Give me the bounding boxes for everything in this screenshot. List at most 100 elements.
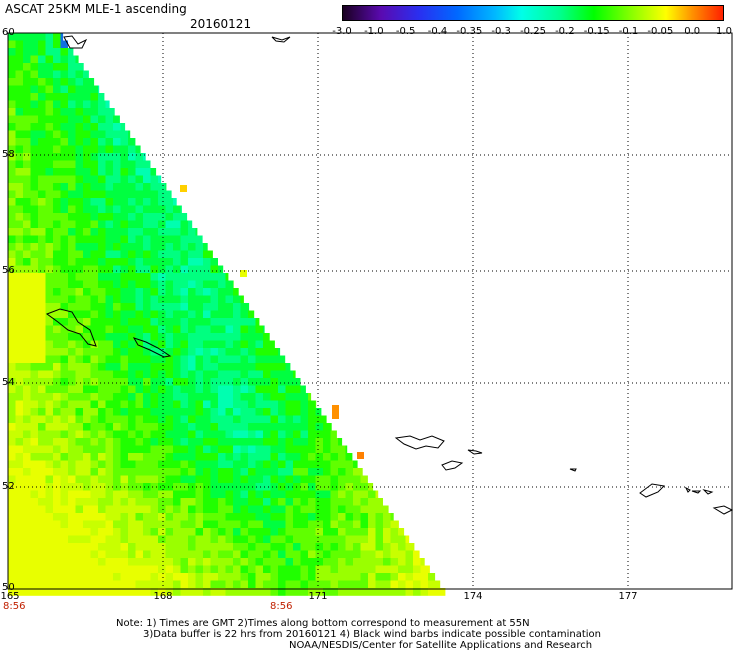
swath-cell [248, 498, 256, 506]
swath-cell [53, 63, 61, 71]
swath-cell [203, 348, 211, 356]
swath-cell [30, 445, 38, 454]
swath-cell [30, 385, 38, 394]
swath-cell [165, 370, 173, 379]
swath-cell [75, 520, 83, 529]
swath-cell [353, 565, 361, 574]
swath-cell [420, 588, 428, 596]
swath-cell [165, 498, 173, 506]
swath-cell [8, 153, 16, 161]
swath-cell [233, 543, 241, 551]
swath-cell [278, 505, 286, 514]
swath-cell [398, 543, 406, 551]
swath-cell [135, 453, 143, 461]
swath-cell [8, 108, 16, 116]
swath-cell [173, 423, 181, 431]
swath-cell [60, 445, 68, 454]
swath-cell [60, 55, 68, 64]
swath-cell [188, 430, 196, 439]
swath-cell [135, 160, 143, 169]
swath-cell [143, 258, 151, 266]
swath-cell [38, 168, 46, 176]
swath-cell [203, 385, 211, 394]
swath-cell [293, 535, 301, 544]
swath-cell [23, 423, 31, 431]
swath-cell [150, 543, 158, 551]
swath-cell [98, 468, 106, 476]
swath-cell [360, 565, 368, 574]
swath-cell [105, 423, 113, 431]
swath-cell [248, 520, 256, 529]
time-label-right: 8:56 [270, 601, 293, 612]
swath-cell [15, 63, 23, 71]
swath-cell [210, 333, 218, 341]
swath-cell [173, 385, 181, 394]
swath-cell [68, 243, 76, 251]
swath-cell [240, 535, 248, 544]
swath-cell [113, 288, 121, 296]
swath-cell [323, 558, 331, 566]
swath-cell [38, 565, 46, 574]
swath-cell [300, 453, 308, 461]
swath-cell [225, 528, 233, 536]
swath-cell [293, 588, 301, 596]
swath-cell [188, 475, 196, 484]
swath-cell [383, 588, 391, 596]
swath-cell [98, 93, 105, 101]
swath-cell [60, 505, 68, 514]
swath-cell [248, 468, 256, 476]
swath-cell [15, 430, 23, 439]
swath-cell [75, 415, 83, 424]
swath-cell [90, 168, 98, 176]
swath-cell [135, 423, 143, 431]
swath-cell [113, 370, 121, 379]
swath-cell [30, 565, 38, 574]
swath-cell [38, 213, 46, 221]
swath-cell [308, 543, 316, 551]
swath-cell [105, 333, 113, 341]
swath-cell [233, 550, 241, 559]
swath-cell [128, 235, 136, 244]
swath-cell [113, 198, 121, 206]
swath-cell [68, 250, 76, 259]
swath-cell [195, 258, 203, 266]
swath-cell [128, 303, 136, 311]
swath-cell [53, 498, 61, 506]
swath-cell [240, 318, 248, 326]
swath-cell [60, 565, 68, 574]
swath-cell [150, 393, 158, 401]
swath-cell [323, 550, 331, 559]
swath-cell [75, 558, 83, 566]
swath-cell [165, 288, 173, 296]
swath-cell [315, 558, 323, 566]
swath-cell [255, 543, 263, 551]
swath-cell [15, 318, 23, 326]
swath-cell [263, 333, 270, 341]
swath-cell [345, 445, 348, 454]
swath-cell [255, 565, 263, 574]
swath-cell [90, 580, 98, 589]
swath-cell [375, 543, 383, 551]
swath-cell [38, 93, 46, 101]
swath-cell [23, 580, 31, 589]
swath-cell [210, 475, 218, 484]
swath-cell [300, 513, 308, 521]
swath-cell [315, 445, 323, 454]
swath-cell [278, 580, 286, 589]
swath-cell [128, 573, 136, 581]
swath-cell [203, 265, 211, 274]
swath-cell [98, 513, 106, 521]
swath-cell [75, 250, 83, 259]
swath-cell [225, 430, 233, 439]
swath-cell [203, 408, 211, 416]
swath-cell [345, 460, 353, 469]
swath-cell [75, 123, 83, 131]
swath-cell [38, 33, 46, 41]
swath-cell [128, 325, 136, 334]
swath-cell [218, 265, 224, 274]
swath-cell [60, 513, 68, 521]
swath-cell [173, 550, 181, 559]
swath-cell [150, 468, 158, 476]
swath-cell [68, 63, 76, 71]
swath-cell [23, 63, 31, 71]
